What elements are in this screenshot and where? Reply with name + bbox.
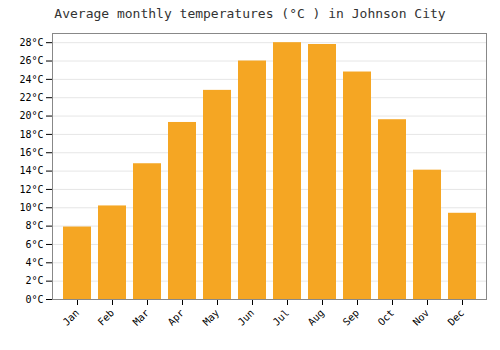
- svg-text:Feb: Feb: [96, 307, 117, 328]
- svg-text:Apr: Apr: [166, 307, 187, 328]
- svg-text:Nov: Nov: [411, 307, 432, 328]
- svg-text:May: May: [201, 307, 222, 328]
- svg-text:Mar: Mar: [131, 307, 152, 328]
- svg-text:Dec: Dec: [446, 307, 467, 328]
- svg-text:2°C: 2°C: [25, 275, 43, 286]
- svg-text:26°C: 26°C: [19, 55, 43, 66]
- svg-text:6°C: 6°C: [25, 239, 43, 250]
- svg-text:12°C: 12°C: [19, 184, 43, 195]
- svg-text:22°C: 22°C: [19, 92, 43, 103]
- svg-text:18°C: 18°C: [19, 129, 43, 140]
- svg-text:14°C: 14°C: [19, 165, 43, 176]
- svg-text:24°C: 24°C: [19, 74, 43, 85]
- svg-text:Jun: Jun: [236, 307, 257, 328]
- svg-text:0°C: 0°C: [25, 294, 43, 305]
- svg-text:Sep: Sep: [341, 307, 362, 328]
- svg-text:Aug: Aug: [306, 307, 327, 328]
- svg-text:20°C: 20°C: [19, 110, 43, 121]
- svg-text:16°C: 16°C: [19, 147, 43, 158]
- html-text:Average monthly temperatures (: Average monthly temperatures (°C ) in Jo…: [54, 6, 446, 21]
- svg-text:10°C: 10°C: [19, 202, 43, 213]
- svg-text:8°C: 8°C: [25, 220, 43, 231]
- svg-text:28°C: 28°C: [19, 37, 43, 48]
- svg-text:Jan: Jan: [61, 307, 82, 328]
- svg-text:Jul: Jul: [271, 307, 292, 328]
- svg-text:Oct: Oct: [376, 307, 397, 328]
- svg-text:4°C: 4°C: [25, 257, 43, 268]
